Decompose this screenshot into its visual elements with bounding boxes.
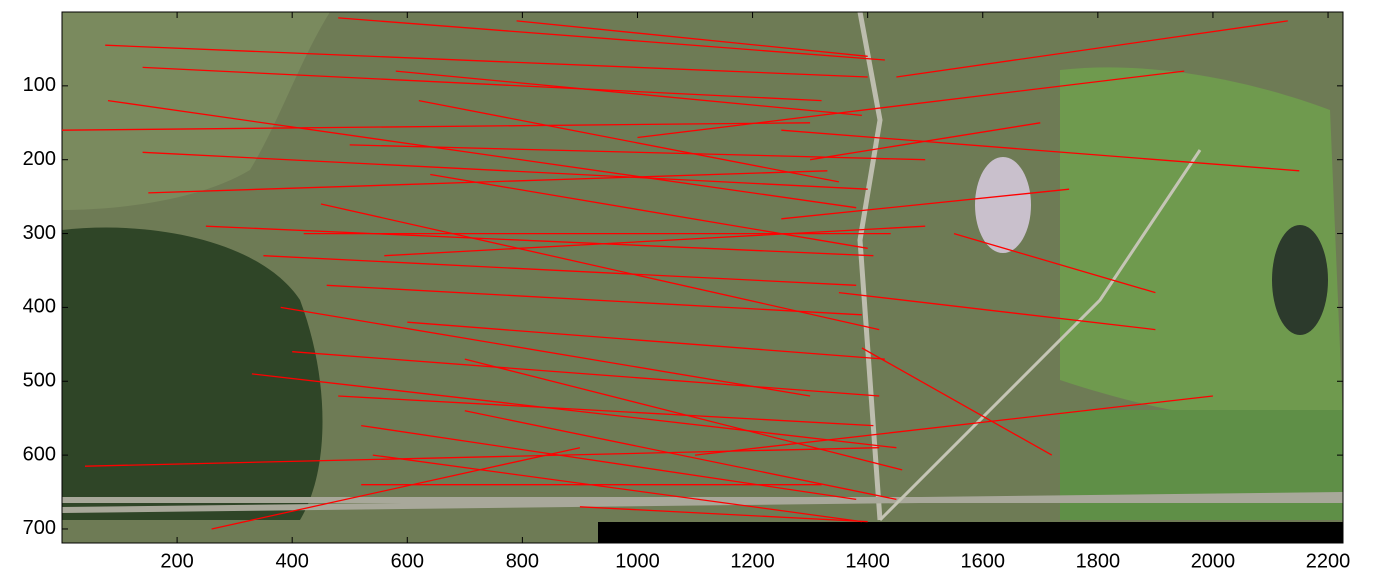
- x-tick-label: 1000: [615, 550, 660, 572]
- chart: 200 400 600 800 1000 1200 1400 1600 1800 2000 2200…: [0, 0, 1375, 575]
- x-tick-label: 400: [276, 550, 309, 572]
- y-tick-label: 500: [23, 370, 56, 392]
- page: {"chart_data": {"type": "segments", "col…: [0, 0, 1375, 575]
- y-tick-label: 200: [23, 148, 56, 170]
- x-tick-label: 2200: [1306, 550, 1351, 572]
- x-tick-label: 600: [391, 550, 424, 572]
- x-tick-label: 1600: [961, 550, 1006, 572]
- x-tick-label: 1400: [845, 550, 890, 572]
- y-tick-label: 400: [23, 296, 56, 318]
- x-tick-label: 2000: [1191, 550, 1236, 572]
- x-tick-label: 800: [506, 550, 539, 572]
- y-tick-label: 700: [23, 517, 56, 539]
- x-tick-label: 1800: [1076, 550, 1121, 572]
- y-tick-label: 300: [23, 222, 56, 244]
- y-tick-label: 600: [23, 443, 56, 465]
- y-tick-label: 100: [23, 74, 56, 96]
- x-tick-label: 1200: [730, 550, 775, 572]
- x-tick-label: 200: [160, 550, 193, 572]
